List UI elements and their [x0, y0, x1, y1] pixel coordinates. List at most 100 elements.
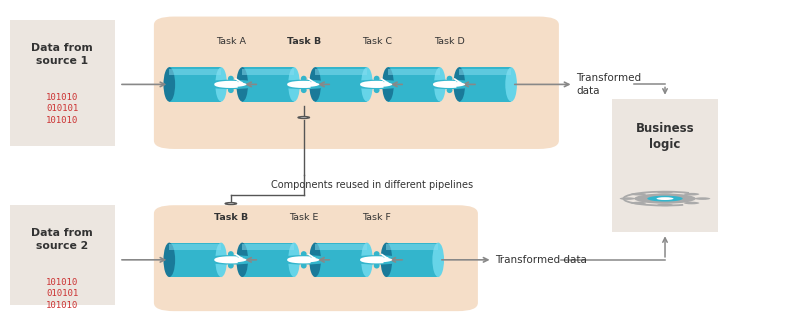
- Ellipse shape: [275, 255, 332, 264]
- Ellipse shape: [420, 86, 431, 91]
- Ellipse shape: [228, 87, 234, 93]
- Ellipse shape: [262, 259, 276, 261]
- Ellipse shape: [620, 197, 635, 200]
- Ellipse shape: [404, 259, 419, 261]
- Text: Transformed
data: Transformed data: [576, 73, 641, 96]
- Ellipse shape: [631, 193, 646, 196]
- Ellipse shape: [309, 243, 321, 277]
- Ellipse shape: [215, 243, 227, 277]
- Ellipse shape: [301, 87, 307, 93]
- Ellipse shape: [684, 202, 699, 204]
- Ellipse shape: [258, 259, 273, 261]
- Bar: [169, 244, 221, 250]
- Ellipse shape: [215, 82, 246, 87]
- Text: Business
logic: Business logic: [636, 122, 694, 152]
- Ellipse shape: [201, 86, 212, 91]
- Ellipse shape: [275, 80, 332, 89]
- Bar: [386, 243, 438, 277]
- Ellipse shape: [228, 76, 234, 81]
- Bar: [315, 243, 367, 277]
- Ellipse shape: [434, 82, 465, 87]
- Ellipse shape: [434, 67, 446, 102]
- Ellipse shape: [373, 76, 380, 81]
- Ellipse shape: [361, 67, 373, 102]
- Ellipse shape: [348, 80, 405, 89]
- Ellipse shape: [657, 204, 673, 206]
- Ellipse shape: [395, 254, 407, 258]
- Ellipse shape: [301, 251, 307, 257]
- Ellipse shape: [477, 83, 492, 86]
- Ellipse shape: [274, 254, 285, 258]
- Text: Task C: Task C: [361, 37, 392, 46]
- Ellipse shape: [381, 243, 392, 277]
- Ellipse shape: [361, 257, 392, 262]
- Ellipse shape: [433, 243, 444, 277]
- Text: Task E: Task E: [289, 213, 318, 222]
- Text: Transformed data: Transformed data: [495, 255, 586, 265]
- Text: Data from
source 1: Data from source 1: [32, 43, 93, 66]
- Ellipse shape: [446, 87, 453, 93]
- Text: Data from
source 2: Data from source 2: [32, 228, 93, 251]
- Bar: [10, 205, 115, 305]
- Ellipse shape: [468, 78, 480, 82]
- Ellipse shape: [373, 251, 380, 257]
- Bar: [169, 67, 221, 102]
- Ellipse shape: [202, 255, 259, 264]
- Ellipse shape: [348, 255, 405, 264]
- Ellipse shape: [322, 262, 334, 266]
- Ellipse shape: [322, 86, 334, 91]
- Ellipse shape: [421, 80, 478, 89]
- Ellipse shape: [301, 76, 307, 81]
- Ellipse shape: [225, 203, 237, 205]
- Ellipse shape: [361, 82, 392, 87]
- Ellipse shape: [228, 263, 234, 268]
- Ellipse shape: [249, 78, 261, 82]
- Ellipse shape: [347, 78, 358, 82]
- Bar: [242, 243, 294, 277]
- Ellipse shape: [382, 67, 394, 102]
- Ellipse shape: [274, 262, 285, 266]
- Text: Task B: Task B: [214, 213, 248, 222]
- Bar: [315, 244, 367, 250]
- Ellipse shape: [202, 80, 259, 89]
- Text: Task B: Task B: [287, 37, 321, 46]
- Bar: [612, 99, 718, 232]
- Bar: [242, 67, 294, 102]
- Bar: [459, 69, 511, 75]
- Ellipse shape: [684, 193, 699, 196]
- Ellipse shape: [215, 67, 227, 102]
- Ellipse shape: [404, 83, 419, 86]
- Ellipse shape: [164, 243, 175, 277]
- Bar: [10, 20, 115, 146]
- Ellipse shape: [335, 259, 349, 261]
- Ellipse shape: [322, 78, 334, 82]
- Ellipse shape: [331, 259, 346, 261]
- Ellipse shape: [420, 78, 431, 82]
- Ellipse shape: [237, 67, 248, 102]
- Ellipse shape: [201, 254, 212, 258]
- Ellipse shape: [505, 67, 517, 102]
- FancyBboxPatch shape: [154, 17, 559, 149]
- Ellipse shape: [249, 262, 261, 266]
- Ellipse shape: [395, 86, 407, 91]
- Ellipse shape: [301, 263, 307, 268]
- Ellipse shape: [373, 263, 380, 268]
- Ellipse shape: [657, 197, 673, 200]
- Ellipse shape: [288, 257, 319, 262]
- Ellipse shape: [335, 83, 349, 86]
- Ellipse shape: [288, 67, 300, 102]
- Ellipse shape: [322, 254, 334, 258]
- Ellipse shape: [373, 87, 380, 93]
- Ellipse shape: [298, 117, 309, 118]
- FancyBboxPatch shape: [154, 205, 478, 311]
- Ellipse shape: [347, 86, 358, 91]
- Text: Components reused in different pipelines: Components reused in different pipelines: [271, 180, 474, 190]
- Ellipse shape: [215, 257, 246, 262]
- Text: 101010
010101
101010: 101010 010101 101010: [46, 278, 79, 310]
- Bar: [242, 69, 294, 75]
- Ellipse shape: [189, 83, 203, 86]
- Ellipse shape: [331, 83, 346, 86]
- Ellipse shape: [631, 202, 646, 204]
- Bar: [388, 69, 440, 75]
- Ellipse shape: [395, 78, 407, 82]
